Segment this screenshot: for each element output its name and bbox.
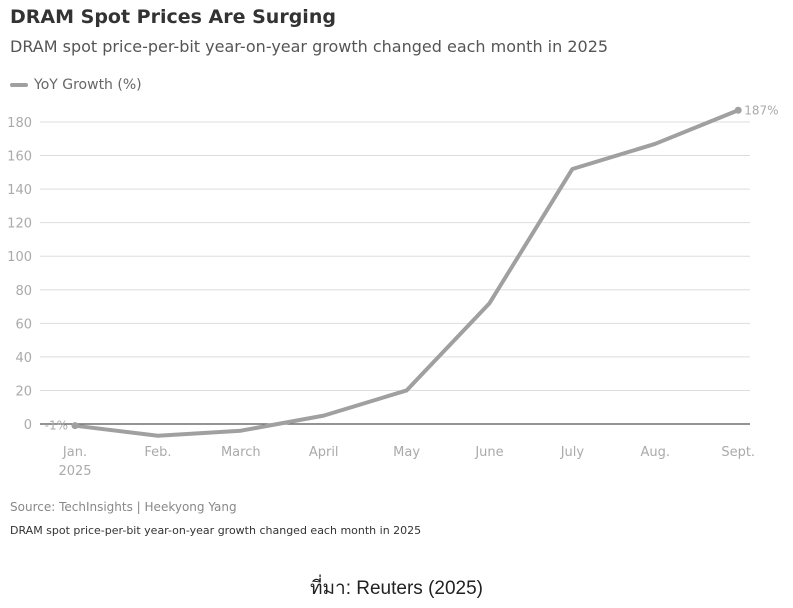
x-tick-label: May	[393, 445, 420, 460]
source-text: Source: TechInsights | Heekyong Yang	[10, 500, 237, 514]
y-tick-label: 120	[7, 217, 32, 232]
legend-label: YoY Growth (%)	[34, 77, 142, 93]
legend: YoY Growth (%)	[10, 77, 142, 93]
y-tick-label: 140	[7, 183, 32, 198]
x-tick-label: March	[221, 445, 261, 460]
line-chart: 0 20 40 60 80 100 120 140 160 180 Jan. 2025 Feb. Marc…	[7, 103, 778, 479]
y-tick-label: 160	[7, 150, 32, 165]
chart-title: DRAM Spot Prices Are Surging	[10, 6, 336, 28]
y-tick-label: 0	[24, 418, 32, 433]
x-tick-label: April	[309, 445, 339, 460]
chart-subtitle: DRAM spot price-per-bit year-on-year gro…	[10, 37, 609, 56]
x-tick-label: June	[474, 445, 503, 460]
y-tick-label: 40	[15, 351, 32, 366]
y-tick-label: 180	[7, 116, 32, 131]
y-tick-label: 20	[15, 384, 32, 399]
x-tick-label: Aug.	[641, 445, 671, 460]
credit-text: ที่มา: Reuters (2025)	[309, 578, 483, 599]
x-tick-label: Sept.	[721, 445, 755, 460]
data-point	[71, 422, 79, 430]
data-point	[734, 106, 742, 114]
x-tick-label: Jan.	[62, 445, 87, 460]
x-tick-label: Feb.	[144, 445, 171, 460]
note-text: DRAM spot price-per-bit year-on-year gro…	[10, 524, 422, 537]
y-tick-label: 80	[15, 284, 32, 299]
legend-swatch	[10, 83, 28, 87]
data-label: -1%	[45, 419, 68, 433]
x-tick-label: 2025	[58, 464, 91, 479]
data-label: 187%	[744, 103, 778, 117]
y-tick-label: 60	[15, 317, 32, 332]
y-tick-label: 100	[7, 250, 32, 265]
x-tick-label: July	[560, 445, 585, 460]
series-line	[74, 108, 739, 438]
